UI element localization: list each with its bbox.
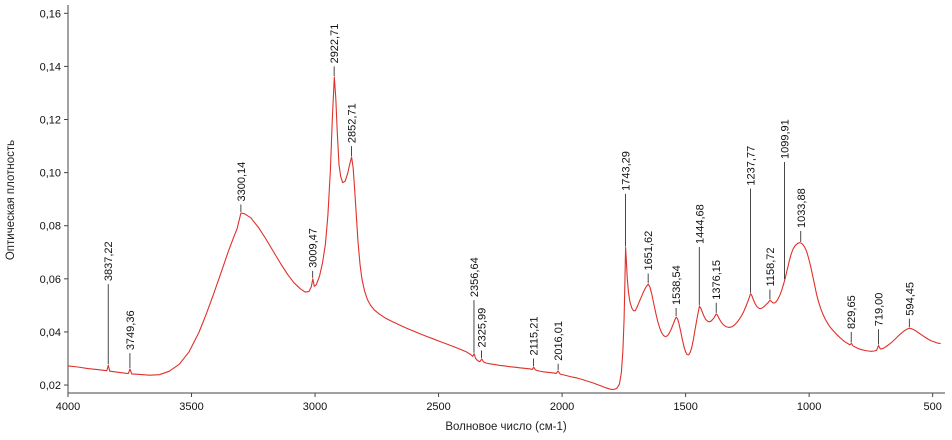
y-axis-title: Оптическая плотность (5, 140, 17, 260)
peak-label: 2016,01 (553, 321, 565, 361)
peak-label: 3837,22 (103, 241, 115, 281)
x-tick-label: 4000 (56, 401, 80, 413)
x-tick-label: 2500 (426, 401, 450, 413)
peak-label: 1237,77 (745, 146, 757, 186)
y-tick-label: 0,12 (40, 115, 61, 127)
x-tick-label: 1000 (797, 401, 821, 413)
x-tick-label: 3000 (303, 401, 327, 413)
peak-label: 1444,68 (694, 204, 706, 244)
peak-label: 3749,36 (125, 310, 137, 350)
peak-label: 719,00 (874, 293, 886, 327)
peak-label: 1158,72 (765, 247, 777, 286)
y-tick-label: 0,10 (40, 168, 61, 180)
x-tick-label: 1500 (673, 401, 697, 413)
x-axis-title: Волновое число (см-1) (445, 421, 567, 433)
peak-label: 2922,71 (329, 24, 341, 64)
peak-label: 1033,88 (796, 188, 808, 228)
peak-label: 2852,71 (346, 103, 358, 143)
y-tick-label: 0,14 (40, 61, 61, 73)
peak-label: 594,45 (904, 282, 916, 316)
peak-label: 1538,54 (671, 265, 683, 305)
peak-label: 1743,29 (621, 151, 633, 191)
peak-label: 2356,64 (469, 257, 481, 297)
y-tick-label: 0,08 (40, 221, 61, 233)
peak-label: 1099,91 (779, 119, 791, 159)
x-tick-label: 3500 (179, 401, 203, 413)
peak-label: 829,65 (846, 295, 858, 329)
y-tick-label: 0,02 (40, 380, 61, 392)
peak-label: 1651,62 (643, 231, 655, 271)
y-tick-label: 0,04 (40, 327, 61, 339)
spectrum-curve (67, 76, 941, 391)
peak-label: 3009,47 (308, 228, 320, 268)
peak-label: 2325,99 (477, 308, 489, 348)
x-tick-label: 2000 (550, 401, 574, 413)
y-tick-label: 0,16 (40, 8, 61, 20)
peak-label: 2115,21 (529, 317, 541, 356)
y-tick-label: 0,06 (40, 274, 61, 286)
peak-label: 3300,14 (236, 162, 248, 202)
peak-label: 1376,15 (711, 260, 723, 300)
x-tick-label: 500 (923, 401, 941, 413)
